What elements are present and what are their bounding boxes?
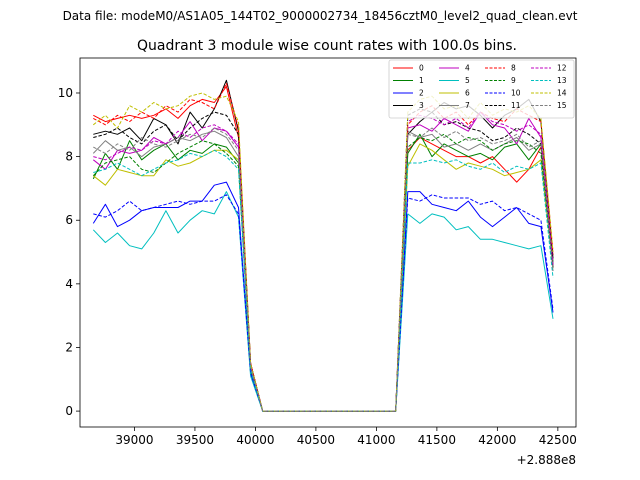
y-tick-label: 4 bbox=[65, 277, 73, 291]
legend-label-7: 7 bbox=[465, 101, 470, 110]
x-tick-label: 41000 bbox=[357, 433, 395, 447]
series-line-15 bbox=[93, 127, 554, 412]
legend-label-8: 8 bbox=[511, 64, 516, 73]
legend-label-5: 5 bbox=[465, 76, 470, 85]
legend-label-2: 2 bbox=[419, 89, 424, 98]
legend-label-4: 4 bbox=[465, 64, 470, 73]
legend-label-12: 12 bbox=[557, 64, 567, 73]
legend-label-10: 10 bbox=[511, 89, 521, 98]
legend-label-13: 13 bbox=[557, 76, 567, 85]
y-tick-label: 6 bbox=[65, 213, 73, 227]
x-axis: 39000 39500 40000 40500 41000 41500 42000 42500 bbox=[115, 427, 577, 447]
y-tick-label: 0 bbox=[65, 404, 73, 418]
legend-label-15: 15 bbox=[557, 101, 567, 110]
x-tick-label: 41500 bbox=[418, 433, 456, 447]
y-axis: 0 2 4 6 8 10 bbox=[58, 86, 80, 418]
x-tick-label: 42500 bbox=[539, 433, 577, 447]
legend-label-6: 6 bbox=[465, 89, 470, 98]
x-tick-label: 42000 bbox=[478, 433, 516, 447]
legend-label-3: 3 bbox=[419, 101, 424, 110]
x-tick-label: 39000 bbox=[115, 433, 153, 447]
y-tick-label: 2 bbox=[65, 340, 73, 354]
x-tick-label: 39500 bbox=[176, 433, 214, 447]
legend-box bbox=[388, 59, 575, 119]
series-line-10 bbox=[93, 194, 554, 412]
legend-label-1: 1 bbox=[419, 76, 424, 85]
x-tick-label: 40500 bbox=[297, 433, 335, 447]
legend-label-11: 11 bbox=[511, 101, 521, 110]
axes-frame bbox=[79, 57, 577, 428]
legend-label-0: 0 bbox=[419, 64, 424, 73]
data-file-suptitle: Data file: modeM0/AS1A05_144T02_90000027… bbox=[63, 9, 578, 23]
x-tick-label: 40000 bbox=[236, 433, 274, 447]
x-offset-label: +2.888e8 bbox=[517, 453, 576, 467]
legend-label-9: 9 bbox=[511, 76, 516, 85]
chart-title: Quadrant 3 module wise count rates with … bbox=[137, 38, 517, 54]
y-tick-label: 10 bbox=[58, 86, 73, 100]
legend-label-14: 14 bbox=[557, 89, 567, 98]
y-tick-label: 8 bbox=[65, 150, 73, 164]
